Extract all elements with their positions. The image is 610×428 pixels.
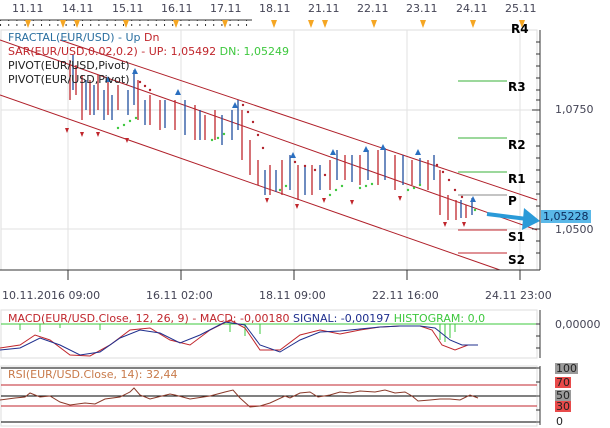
price-label: 1,0750: [555, 103, 594, 116]
top-date: 24.11: [456, 2, 488, 15]
time-label: 18.11 09:00: [259, 289, 326, 302]
current-price-arrow-icon: [486, 208, 540, 230]
rsi-line: [0, 387, 479, 408]
pivot-label-r2: R2: [508, 138, 526, 152]
day-markers: [25, 20, 525, 28]
pivot-label-r4: R4: [511, 22, 529, 36]
histogram-value: HISTOGRAM: 0,0: [393, 312, 486, 325]
sar-up-dots: [116, 116, 477, 212]
time-label: 24.11 23:00: [485, 289, 552, 302]
rsi-level-70: 70: [555, 376, 571, 389]
macd-histogram: [19, 324, 456, 342]
rsi-level-50: 50: [555, 389, 571, 402]
sar-up-value: UP: 1,05492: [148, 45, 217, 58]
sar-down-dots: [138, 80, 464, 199]
pivot-legend-1: PIVOT(EUR/USD,Pivot): [8, 59, 130, 72]
rsi-level-100: 100: [555, 362, 578, 375]
top-date: 18.11: [259, 2, 291, 15]
top-date: 23.11: [406, 2, 438, 15]
rsi-legend: RSI(EUR/USD.Close, 14): 32,44: [8, 368, 178, 381]
fractal-up-markers: [105, 68, 476, 202]
time-label: 16.11 02:00: [146, 289, 213, 302]
time-label: 10.11.2016 09:00: [2, 289, 101, 302]
pivot-label-p: P: [508, 194, 517, 208]
top-date: 21.11: [308, 2, 340, 15]
pivot-support-lines: [458, 229, 507, 254]
rsi-level-0: 0: [556, 415, 563, 428]
sar-dn-value: DN: 1,05249: [219, 45, 290, 58]
time-label: 22.11 16:00: [372, 289, 439, 302]
macd-title: MACD(EUR/USD.Close, 12, 26, 9): [8, 312, 189, 325]
fractal-legend: FRACTAL(EUR/USD) - Up Dn: [8, 31, 160, 44]
pivot-label-r1: R1: [508, 172, 526, 186]
sar-legend-name: SAR(EUR/USD,0.02,0.2): [8, 45, 138, 58]
top-date: 15.11: [112, 2, 144, 15]
fractal-legend-dn: Dn: [144, 31, 160, 44]
rsi-levels: [1, 367, 537, 423]
macd-zero-label: 0,00000: [555, 318, 601, 331]
top-date: 22.11: [357, 2, 389, 15]
pivot-label-s2: S2: [508, 253, 525, 267]
signal-line: [0, 321, 478, 356]
current-price-tag: 1,05228: [541, 210, 591, 223]
rsi-level-30: 30: [555, 400, 571, 413]
top-date: 25.11: [505, 2, 537, 15]
signal-value: SIGNAL: -0,00197: [292, 312, 391, 325]
top-date: 11.11: [12, 2, 44, 15]
top-date: 14.11: [62, 2, 94, 15]
pivot-label-r3: R3: [508, 80, 526, 94]
pivot-legend-2: PIVOT(EUR/USD,Pivot): [8, 73, 130, 86]
pivot-label-s1: S1: [508, 230, 525, 244]
fractal-legend-name: FRACTAL(EUR/USD): [8, 31, 115, 44]
sar-legend: SAR(EUR/USD,0.02,0.2) - UP: 1,05492 DN: …: [8, 45, 290, 58]
macd-legend: MACD(EUR/USD.Close, 12, 26, 9) - MACD: -…: [8, 312, 486, 325]
fractal-down-markers: [65, 128, 466, 227]
fractal-legend-up: Up: [125, 31, 141, 44]
macd-value: MACD: -0,00180: [199, 312, 290, 325]
price-label: 1,0500: [555, 223, 594, 236]
pivot-resistance-lines: [458, 80, 507, 173]
top-date: 17.11: [210, 2, 242, 15]
top-date: 16.11: [161, 2, 193, 15]
